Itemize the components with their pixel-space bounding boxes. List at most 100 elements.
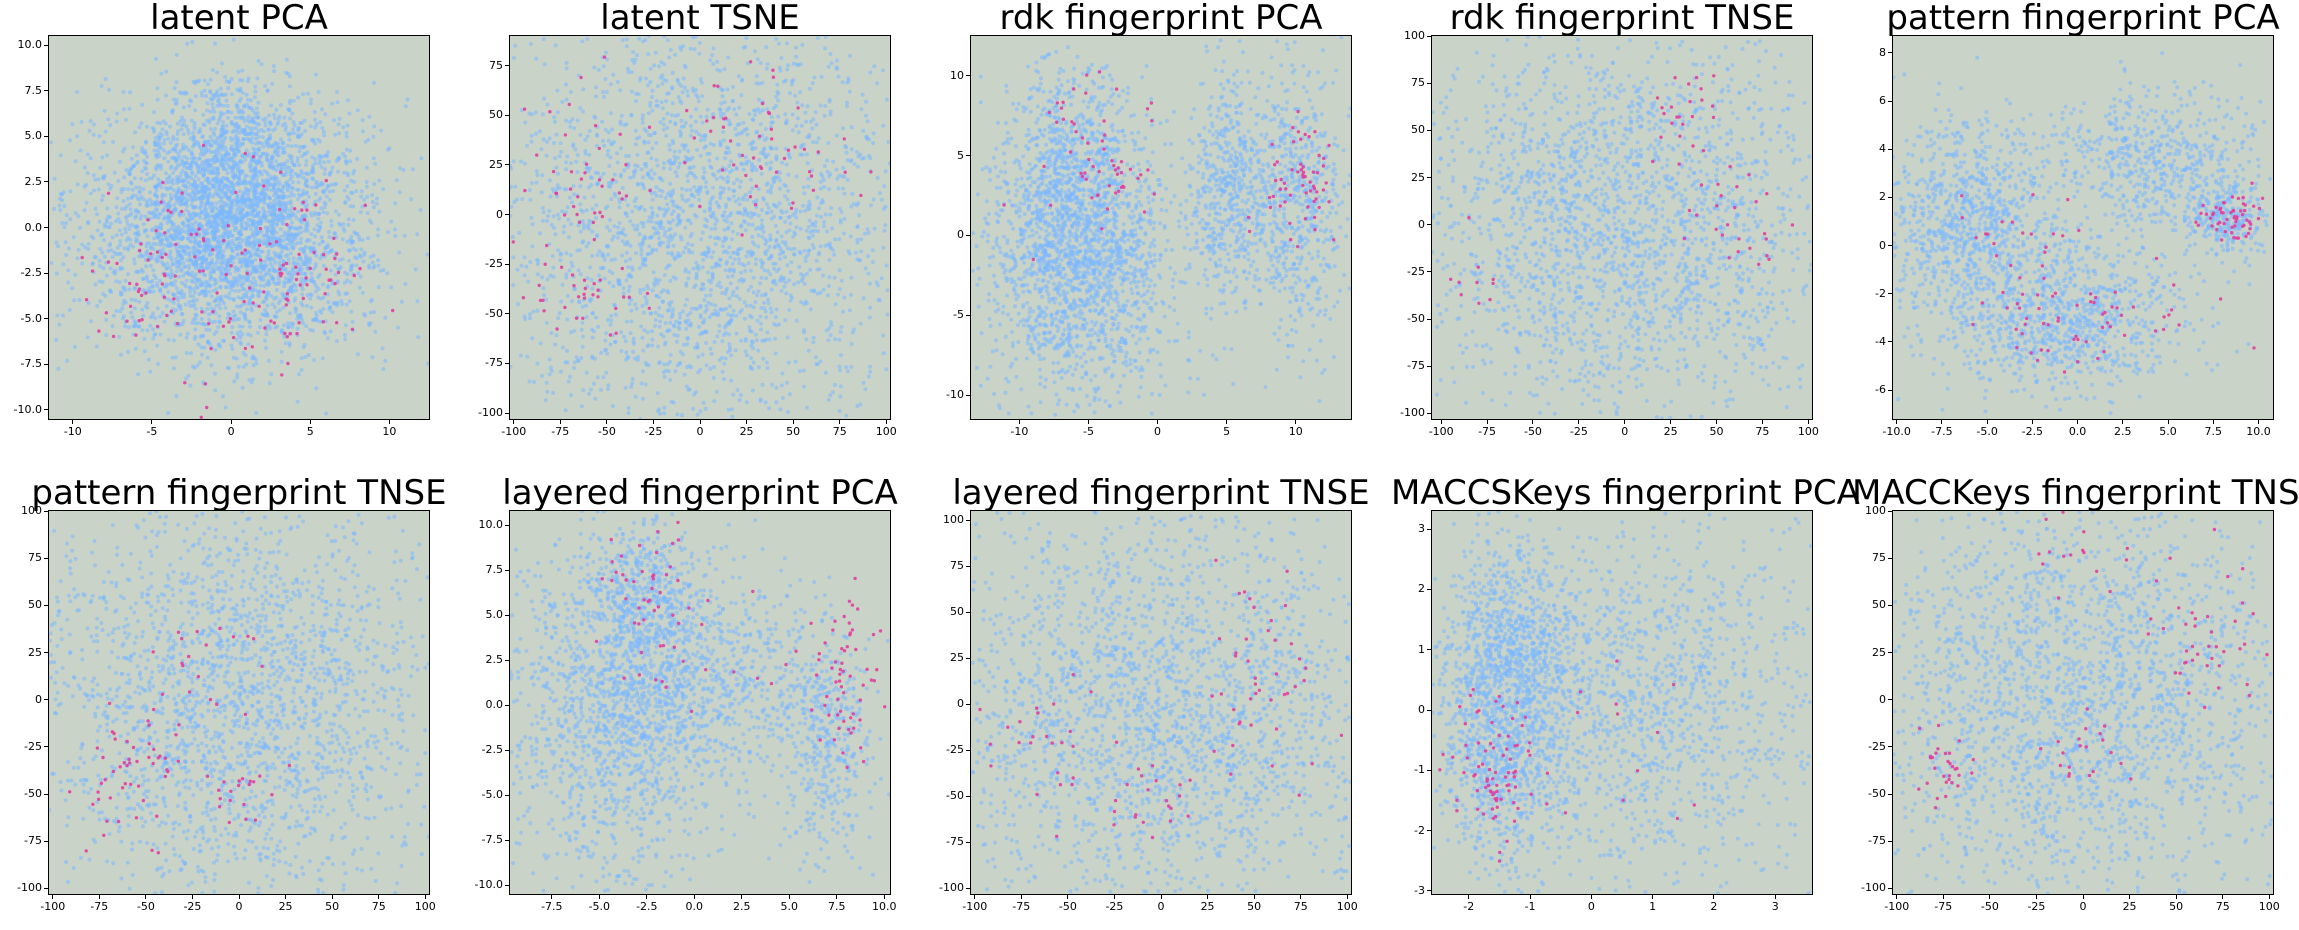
highlight-point: [180, 209, 184, 214]
highlight-point: [324, 267, 328, 271]
base-point: [293, 306, 298, 311]
base-point: [264, 154, 269, 159]
base-point: [762, 306, 767, 311]
base-point: [299, 276, 304, 281]
base-point: [288, 116, 293, 121]
base-point: [235, 372, 240, 377]
base-point: [100, 279, 105, 284]
base-point: [79, 119, 84, 124]
base-point: [311, 170, 316, 175]
base-point: [308, 258, 313, 263]
y-tick-label: 10.0: [0, 39, 43, 50]
base-point: [718, 107, 723, 112]
base-point: [116, 211, 121, 216]
base-point: [566, 217, 571, 222]
base-point: [344, 134, 349, 139]
base-point: [222, 191, 227, 196]
highlight-point: [305, 283, 309, 287]
base-point: [86, 301, 91, 306]
base-point: [307, 194, 311, 199]
base-point: [611, 72, 616, 77]
base-point: [607, 280, 612, 285]
base-point: [205, 176, 210, 181]
y-tick-mark: [44, 363, 48, 365]
base-point: [722, 100, 727, 105]
base-point: [103, 77, 108, 81]
base-point: [145, 154, 150, 159]
base-point: [132, 176, 137, 181]
base-point: [800, 103, 805, 108]
base-point: [648, 66, 653, 71]
base-point: [803, 259, 808, 264]
base-point: [55, 313, 60, 318]
base-point: [190, 270, 195, 275]
base-point: [272, 189, 277, 194]
base-point: [281, 259, 286, 263]
highlight-point: [199, 415, 203, 419]
base-point: [171, 170, 176, 175]
base-point: [120, 306, 125, 311]
base-point: [213, 205, 218, 210]
base-point: [205, 195, 209, 200]
base-point: [826, 284, 831, 288]
base-point: [281, 146, 286, 150]
base-point: [283, 125, 288, 130]
base-point: [798, 226, 803, 231]
base-point: [318, 139, 322, 144]
base-point: [321, 282, 325, 287]
base-point: [298, 257, 303, 262]
highlight-point: [201, 143, 206, 148]
highlight-point: [137, 319, 141, 323]
base-point: [349, 234, 354, 239]
base-point: [290, 158, 294, 163]
base-point: [367, 265, 372, 270]
base-point: [374, 201, 379, 206]
base-point: [332, 118, 337, 123]
base-point: [280, 204, 285, 209]
base-point: [225, 109, 230, 114]
base-point: [102, 238, 107, 243]
base-point: [49, 140, 53, 145]
base-point: [249, 106, 254, 111]
base-point: [71, 235, 76, 240]
base-point: [601, 139, 605, 143]
base-point: [271, 234, 276, 239]
base-point: [167, 185, 172, 190]
base-point: [181, 273, 186, 278]
base-point: [293, 310, 298, 314]
base-point: [238, 278, 243, 283]
base-point: [585, 276, 590, 281]
base-point: [121, 301, 126, 306]
base-point: [167, 174, 172, 178]
base-point: [871, 131, 876, 136]
base-point: [166, 411, 171, 416]
base-point: [183, 302, 188, 307]
base-point: [607, 164, 612, 168]
base-point: [151, 247, 156, 252]
base-point: [241, 115, 246, 120]
base-point: [325, 285, 330, 290]
base-point: [220, 241, 225, 246]
base-point: [403, 104, 408, 109]
base-point: [698, 305, 703, 310]
base-point: [337, 266, 342, 271]
base-point: [304, 177, 309, 182]
base-point: [167, 199, 172, 204]
base-point: [758, 281, 763, 286]
base-point: [796, 280, 801, 285]
base-point: [244, 92, 249, 97]
base-point: [555, 110, 560, 115]
base-point: [392, 227, 397, 232]
base-point: [286, 131, 291, 136]
base-point: [346, 197, 351, 202]
base-point: [580, 320, 585, 325]
base-point: [709, 288, 713, 292]
base-point: [765, 189, 770, 194]
base-point: [127, 169, 132, 174]
base-point: [119, 258, 123, 263]
base-point: [366, 236, 370, 241]
base-point: [283, 267, 288, 271]
base-point: [180, 123, 184, 128]
base-point: [72, 298, 77, 303]
base-point: [215, 213, 220, 217]
